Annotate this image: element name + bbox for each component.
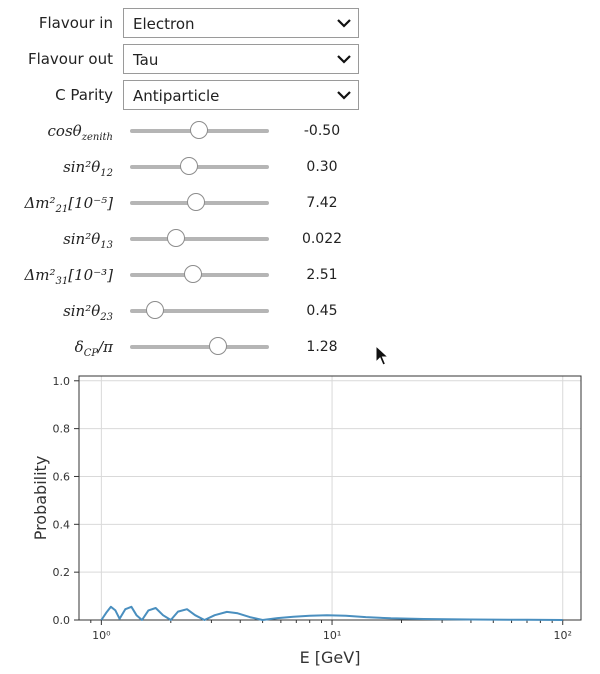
sin2-theta23-slider[interactable] [130, 301, 269, 321]
sin2-theta12-slider[interactable] [130, 157, 269, 177]
sin2-theta13-slider[interactable] [130, 229, 269, 249]
slider-thumb[interactable] [183, 265, 202, 283]
dm31-label: Δm²31[10⁻³] [24, 266, 113, 287]
chevron-down-icon [337, 19, 351, 28]
plot-area [79, 376, 581, 620]
slider-thumb[interactable] [189, 121, 208, 139]
c-parity-label: C Parity [55, 86, 113, 104]
plot-frame [78, 375, 582, 621]
sin2-theta13-readout: 0.022 [301, 231, 343, 247]
dm21-label: Δm²21[10⁻⁵] [24, 194, 113, 215]
flavour-out-dropdown[interactable]: Tau [123, 44, 359, 74]
sin2-theta12-label: sin²θ12 [63, 158, 113, 179]
slider-thumb[interactable] [146, 301, 165, 319]
flavour-in-value: Electron [133, 15, 195, 33]
probability-chart: 10⁰ 10¹ 10² 0.0 0.2 0.4 0.6 0.8 1.0 E [GeV] Probab… [31, 375, 582, 667]
slider-thumb[interactable] [167, 229, 186, 247]
y-axis-label: Probability [31, 456, 50, 541]
slider-track [130, 345, 269, 349]
flavour-in-dropdown[interactable]: Electron [123, 8, 359, 38]
c-parity-value: Antiparticle [133, 87, 220, 105]
flavour-in-label: Flavour in [38, 14, 113, 32]
flavour-out-value: Tau [133, 51, 159, 69]
mouse-cursor-icon [375, 345, 389, 366]
delta-cp-label: δCP/π [74, 338, 113, 359]
cos-zenith-readout: -0.50 [303, 123, 341, 139]
cos-zenith-slider[interactable] [130, 121, 269, 141]
y-tick-label: 0.8 [53, 423, 71, 436]
y-tick-label: 0.0 [53, 614, 71, 627]
dm21-readout: 7.42 [306, 195, 338, 211]
dm31-readout: 2.51 [306, 267, 338, 283]
dm31-slider[interactable] [130, 265, 269, 285]
cos-zenith-label: cosθzenith [47, 122, 113, 143]
dm21-slider[interactable] [130, 193, 269, 213]
c-parity-dropdown[interactable]: Antiparticle [123, 80, 359, 110]
flavour-out-label: Flavour out [27, 50, 113, 68]
slider-track [130, 309, 269, 313]
slider-track [130, 237, 269, 241]
chevron-down-icon [337, 55, 351, 64]
x-axis-label: E [GeV] [300, 648, 361, 667]
delta-cp-slider[interactable] [130, 337, 269, 357]
sin2-theta23-label: sin²θ23 [63, 302, 113, 323]
sin2-theta13-label: sin²θ13 [63, 230, 113, 251]
y-tick-label: 0.4 [53, 518, 71, 531]
slider-thumb[interactable] [186, 193, 205, 211]
y-tick-label: 0.6 [53, 470, 71, 483]
slider-track [130, 165, 269, 169]
delta-cp-readout: 1.28 [306, 339, 338, 355]
x-tick-label: 10⁰ [92, 629, 111, 642]
sin2-theta23-readout: 0.45 [306, 303, 338, 319]
y-tick-label: 1.0 [53, 375, 71, 388]
chevron-down-icon [337, 91, 351, 100]
slider-thumb[interactable] [179, 157, 198, 175]
x-tick-label: 10¹ [323, 629, 341, 642]
slider-thumb[interactable] [208, 337, 227, 355]
probability-series-line [100, 605, 563, 621]
x-tick-label: 10² [554, 629, 572, 642]
y-tick-label: 0.2 [53, 566, 71, 579]
sin2-theta12-readout: 0.30 [306, 159, 338, 175]
